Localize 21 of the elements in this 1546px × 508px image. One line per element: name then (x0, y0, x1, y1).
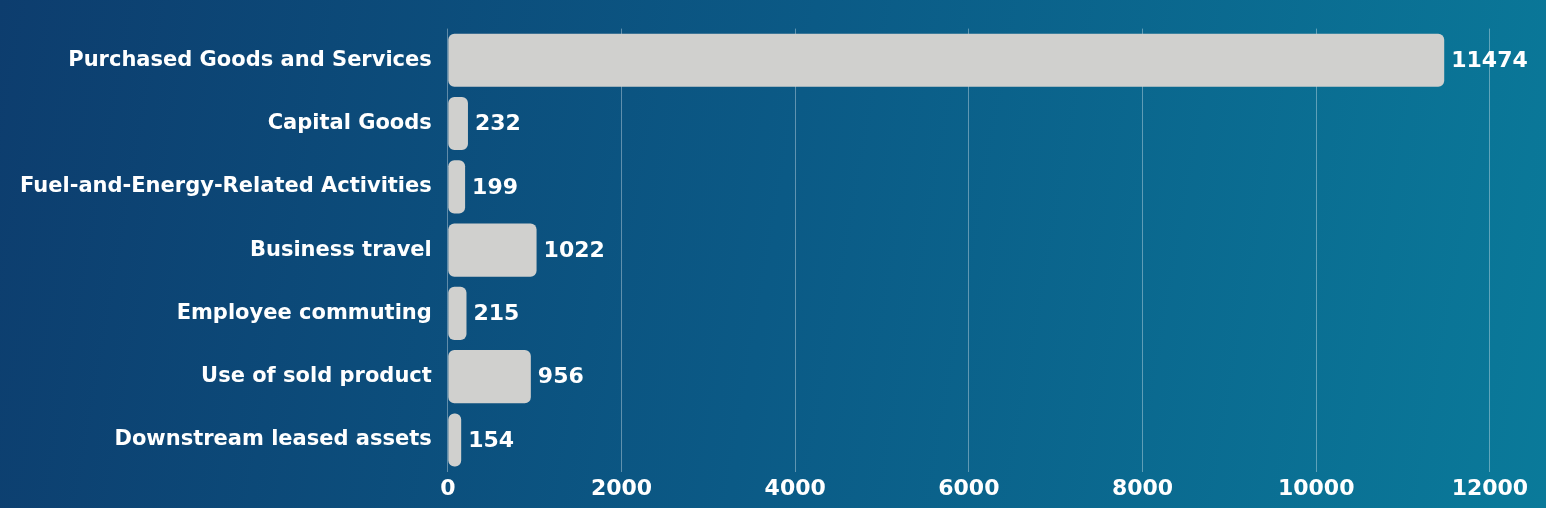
x-tick-label: 2000 (590, 474, 653, 500)
data-label: 1022 (543, 236, 605, 262)
x-tick-label: 10000 (1277, 474, 1355, 500)
x-tick-label: 0 (440, 474, 456, 500)
x-tick-label: 6000 (938, 474, 1000, 500)
y-tick-label: Employee commuting (176, 299, 432, 324)
data-label: 11474 (1451, 46, 1528, 72)
data-label: 215 (473, 300, 520, 326)
y-tick-label: Purchased Goods and Services (68, 46, 432, 71)
data-label: 956 (537, 363, 584, 389)
y-tick-label: Downstream leased assets (114, 426, 432, 451)
data-label: 232 (474, 110, 521, 136)
data-label: 199 (472, 173, 519, 199)
x-tick-label: 4000 (764, 474, 826, 500)
data-label: 154 (468, 426, 515, 452)
y-tick-label: Business travel (249, 236, 432, 261)
y-tick-label: Fuel-and-Energy-Related Activities (19, 173, 432, 198)
x-tick-label: 8000 (1111, 474, 1174, 500)
y-tick-label: Use of sold product (201, 363, 432, 388)
x-tick-label: 12000 (1451, 474, 1529, 500)
y-tick-label: Capital Goods (267, 109, 432, 134)
